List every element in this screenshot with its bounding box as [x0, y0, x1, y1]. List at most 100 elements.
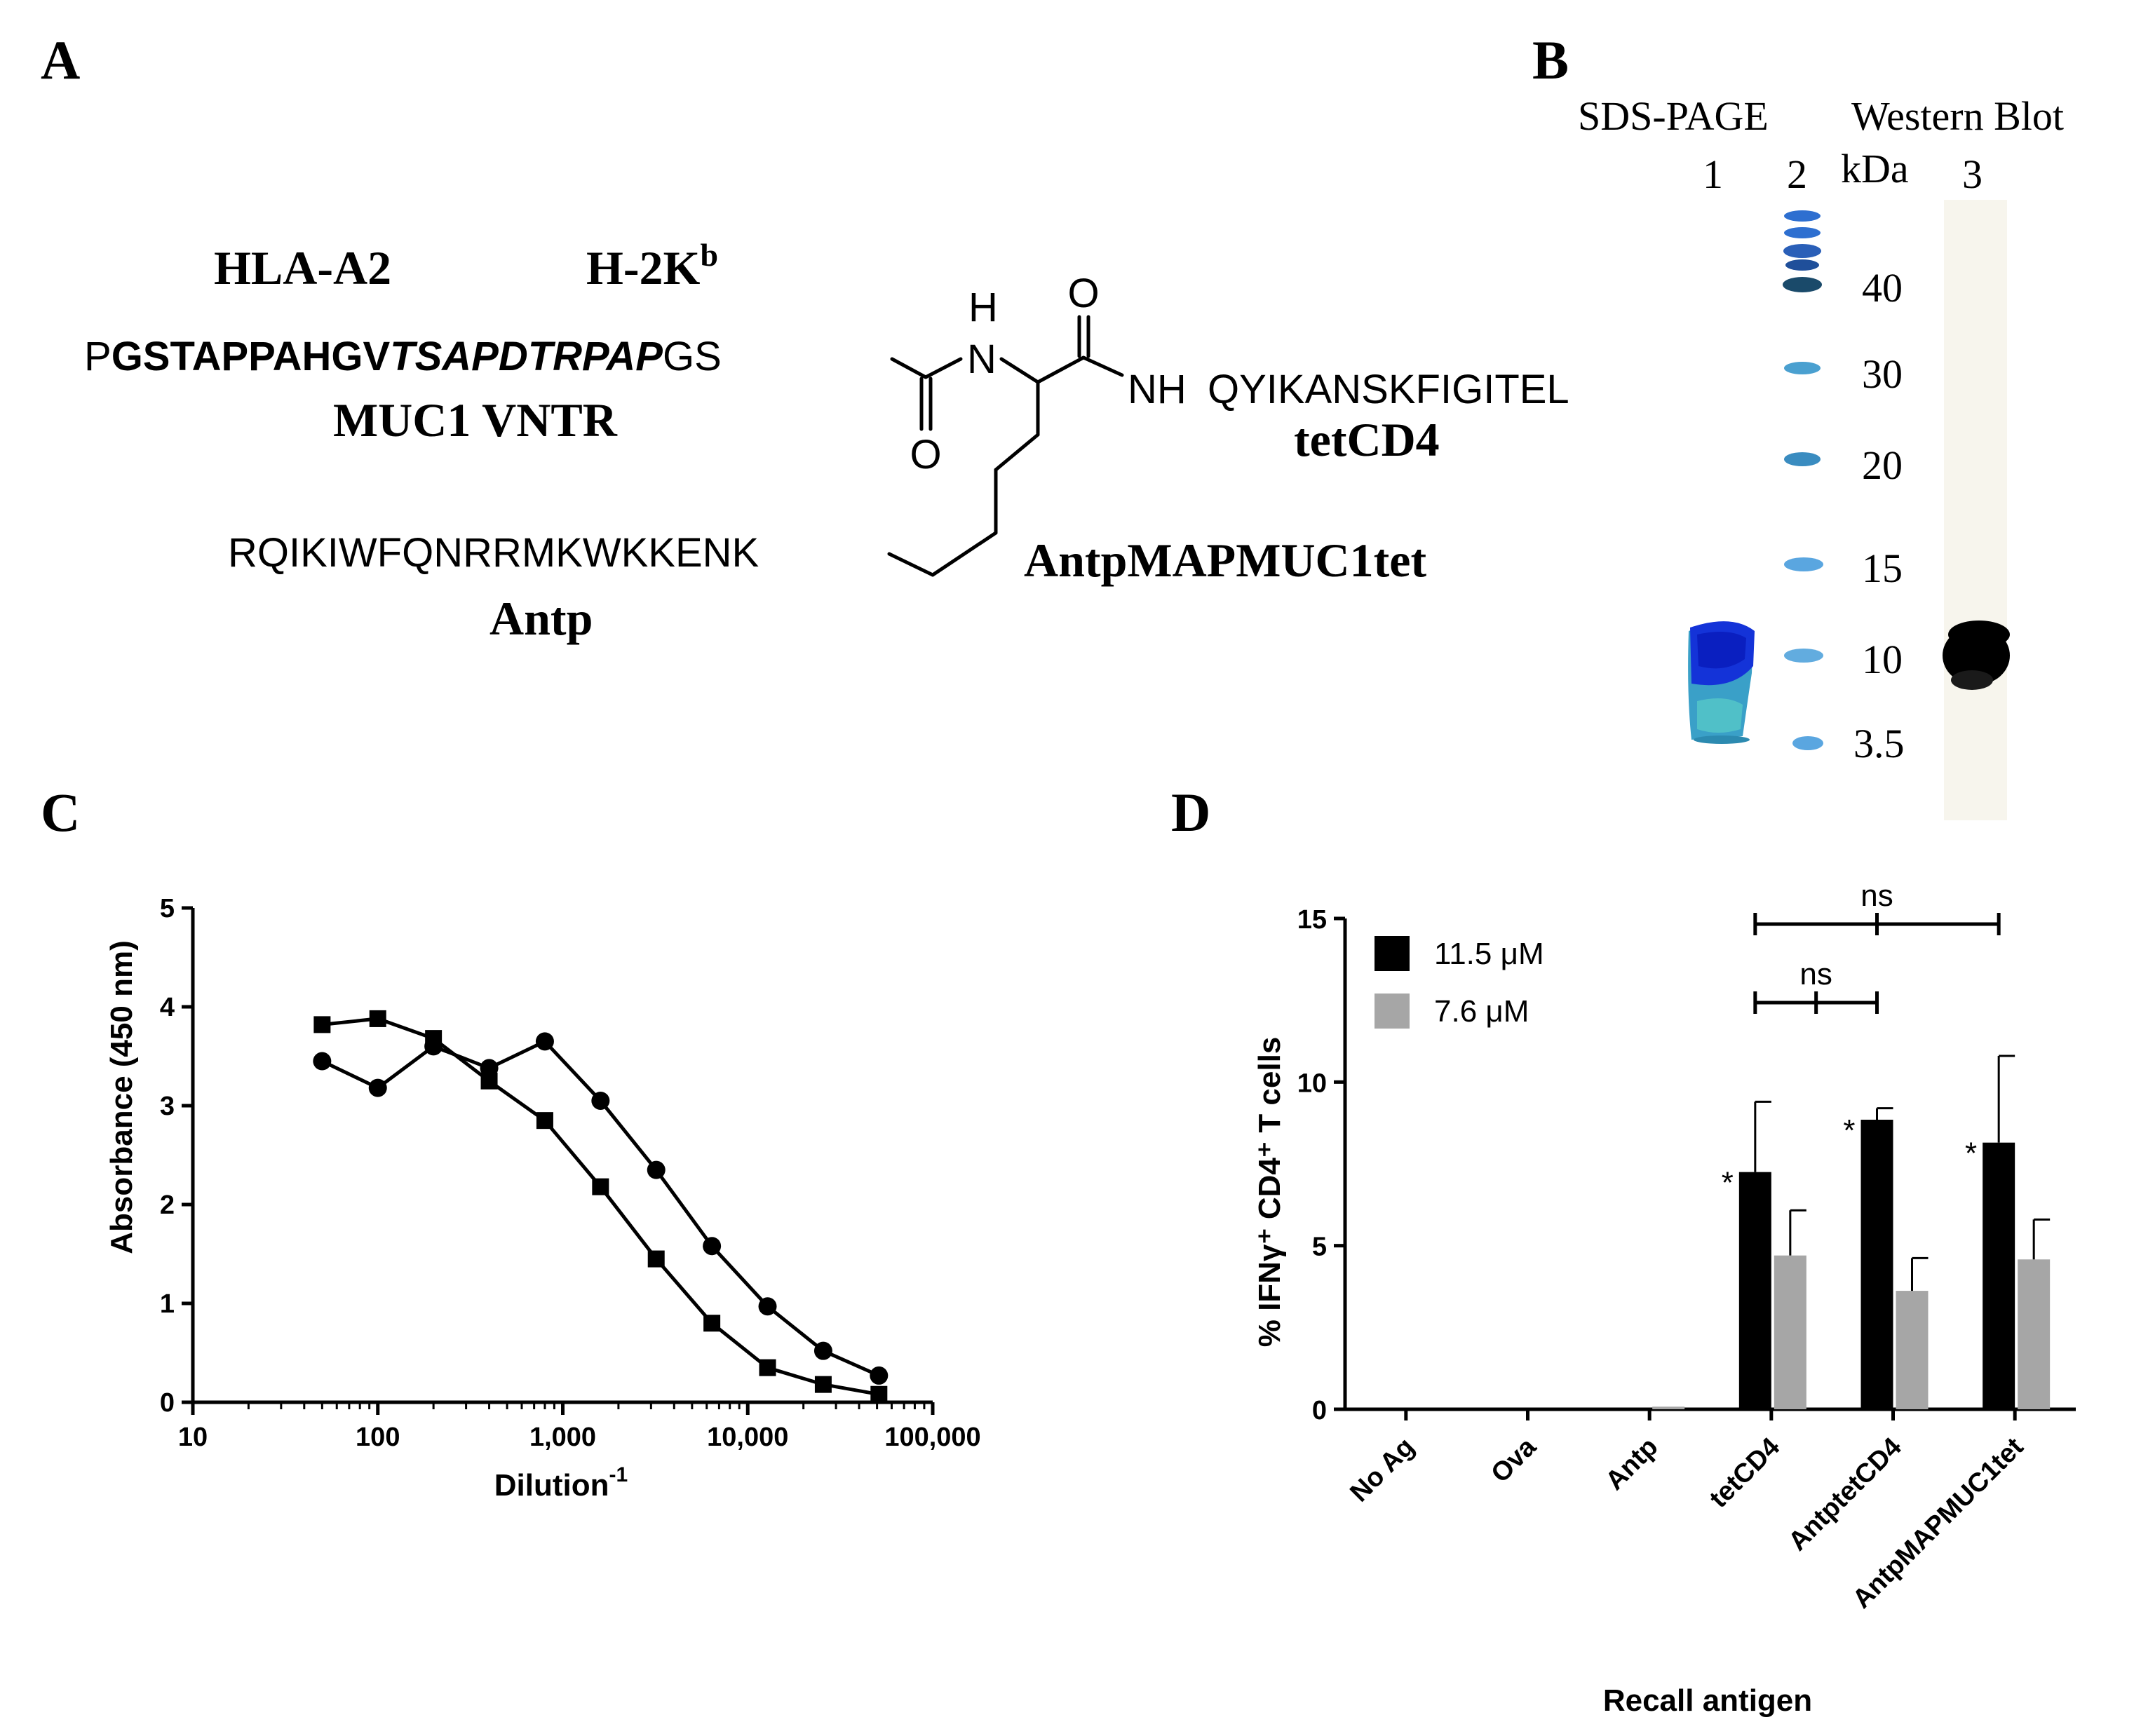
- marker-band: [1784, 227, 1821, 238]
- chart-c-circle-point: [368, 1078, 387, 1097]
- bond-side-chain-5: [887, 552, 935, 577]
- tetcd4-label: tetCD4: [1294, 413, 1440, 466]
- chart-c-circle-point: [313, 1052, 332, 1071]
- chart-c-circle-point: [703, 1237, 722, 1256]
- chart-c-square-point: [313, 1016, 331, 1033]
- chart-d-bar: [1896, 1291, 1929, 1409]
- chart-d-legend-swatch: [1375, 994, 1410, 1029]
- chart-c-xlabel: Dilution-1: [494, 1463, 628, 1503]
- panel-c-letter: C: [41, 782, 80, 843]
- marker-band: [1784, 452, 1821, 466]
- marker-band: [1784, 210, 1821, 222]
- chart-c-xlabel-main: Dilution: [494, 1468, 609, 1503]
- marker-band: [1785, 259, 1819, 271]
- panel-c: C 0 1 2 3 4 5 10 100 1,000 10,000 100,000 Absorban…: [41, 782, 981, 1503]
- chart-d-significance-mark: *: [2000, 1253, 2012, 1287]
- blot-membrane: [1944, 200, 2007, 820]
- marker-band: [1784, 362, 1821, 374]
- chart-d-y-tick-label: 5: [1312, 1233, 1327, 1262]
- chart-c-y-tick-label: 4: [160, 993, 175, 1022]
- chart-c-circle-point: [758, 1297, 777, 1316]
- marker-label-30: 30: [1862, 351, 1903, 397]
- bond-carbonyl2-nh: [1081, 355, 1124, 377]
- lane-1-label: 1: [1703, 151, 1723, 197]
- chart-c-square-point: [369, 1010, 386, 1027]
- marker-ladder: [1783, 210, 1823, 750]
- marker-label-40: 40: [1862, 265, 1903, 311]
- muc1-seq-p: P: [84, 334, 112, 379]
- chart-d-x-tick-label: Ova: [1485, 1432, 1542, 1489]
- chart-d-bar: [1652, 1406, 1685, 1409]
- chart-c-x-tick-label: 1,000: [529, 1423, 596, 1452]
- chart-d-comparison-label: ns: [1799, 957, 1832, 991]
- chart-c-y-tick-label: 3: [160, 1092, 175, 1121]
- chart-d-x-tick-label: tetCD4: [1704, 1432, 1785, 1514]
- chart-d-comparison-label: ns: [1860, 879, 1893, 913]
- muc1-sequence: PGSTAPPAHGVTSAPDTRPAPGS: [84, 334, 722, 379]
- marker-band: [1783, 277, 1822, 292]
- chart-c-series-line: [321, 1039, 880, 1378]
- chart-c-square-point: [647, 1250, 665, 1268]
- chart-d-bar: [1774, 1255, 1806, 1409]
- lane-3-blot-band: [1943, 621, 2010, 690]
- panel-a-letter: A: [41, 29, 80, 90]
- chart-c-x-tick-label: 100,000: [884, 1423, 980, 1452]
- marker-band: [1783, 244, 1821, 258]
- antp-label: Antp: [489, 592, 593, 645]
- bond-side-chain-4: [931, 531, 998, 577]
- kda-label: kDa: [1841, 146, 1909, 191]
- chart-d-significance-mark: *: [1722, 1166, 1734, 1200]
- chart-d-legend-label: 11.5 μM: [1434, 937, 1544, 971]
- muc1-seq-italic: TSAPDTRPAP: [390, 334, 663, 379]
- chart-c-circle-point: [535, 1032, 554, 1051]
- chart-c-y-tick-label: 5: [160, 894, 175, 923]
- muc1-vntr-label: MUC1 VNTR: [333, 393, 618, 447]
- chart-c-x-tick-label: 100: [356, 1423, 400, 1452]
- marker-band: [1792, 736, 1823, 750]
- construct-label: AntpMAPMUC1tet: [1024, 534, 1426, 587]
- chart-c-y-tick-label: 0: [160, 1388, 175, 1418]
- atom-o-upper: O: [1067, 271, 1099, 316]
- bond-calpha-carbonyl2: [1036, 355, 1086, 384]
- marker-band: [1784, 649, 1823, 663]
- chart-c-square-point: [759, 1359, 776, 1376]
- chart-d-significance-mark: *: [1965, 1137, 1977, 1171]
- chart-d-significance-mark: *: [1843, 1113, 1855, 1148]
- chart-d-ylabel: % IFNγ⁺ CD4⁺ T cells: [1252, 1037, 1287, 1348]
- bond-n-calpha: [999, 357, 1040, 384]
- bond-gs-carbonyl: [890, 357, 928, 379]
- chart-c-square-point: [480, 1072, 498, 1090]
- chart-c-circle-point: [813, 1341, 832, 1360]
- chart-d-xlabel: Recall antigen: [1603, 1683, 1812, 1718]
- chart-c-circle-point: [870, 1366, 889, 1385]
- chart-c-x-tick-label: 10,000: [707, 1423, 788, 1452]
- lane-2-label: 2: [1787, 151, 1807, 197]
- chart-d-legend-swatch: [1375, 936, 1410, 971]
- muc1-seq-gs: GS: [663, 334, 722, 379]
- chart-c-circle-point: [591, 1091, 610, 1110]
- chart-d-significance-mark: *: [1757, 1249, 1769, 1284]
- bond-side-chain-2: [994, 433, 1040, 472]
- tetcd4-sequence: QYIKANSKFIGITEL: [1208, 367, 1569, 412]
- marker-band: [1784, 557, 1823, 571]
- panel-a: A HLA-A2 H-2Kb PGSTAPPAHGVTSAPDTRPAPGS M…: [41, 29, 1569, 645]
- chart-d-bar: [1738, 1172, 1771, 1409]
- hla-a2-label: HLA-A2: [214, 241, 391, 294]
- chart-d-significance-mark: *: [1878, 1284, 1890, 1319]
- chart-c-circle-point: [647, 1160, 666, 1179]
- chart-c-square-point: [536, 1112, 553, 1130]
- chart-c-square-point: [703, 1315, 721, 1332]
- chart-d-bar: [2018, 1259, 2051, 1409]
- bond-carbonyl-n: [924, 357, 963, 379]
- chart-c-square-point: [870, 1385, 888, 1403]
- chart-c-xlabel-sup: -1: [609, 1463, 628, 1486]
- chart-d-x-tick-label: Antp: [1600, 1432, 1664, 1496]
- chart-c-square-point: [592, 1178, 609, 1195]
- chart-d-y-tick-label: 15: [1297, 905, 1327, 935]
- panel-b: B SDS-PAGE Western Blot 1 2 kDa 3 40 30 …: [1532, 29, 2064, 820]
- chart-d-legend-label: 7.6 μM: [1434, 994, 1529, 1029]
